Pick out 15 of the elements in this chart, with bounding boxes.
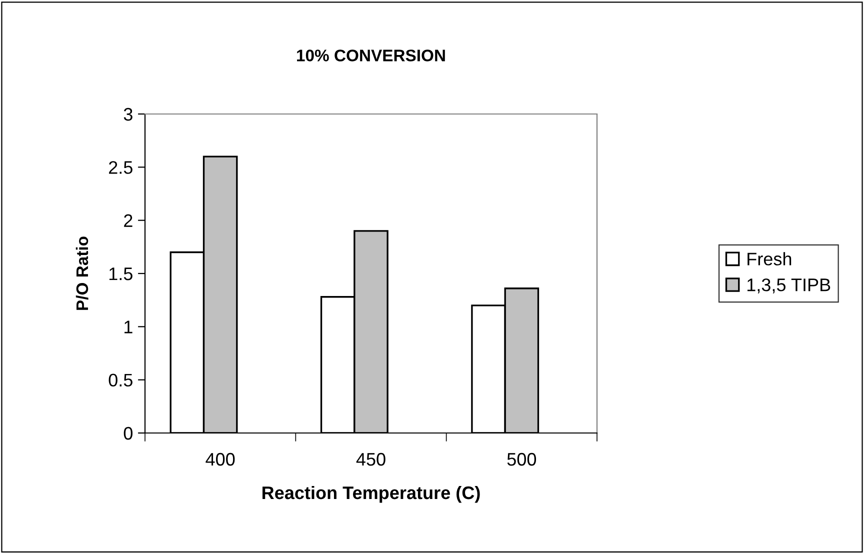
y-axis-title: P/O Ratio xyxy=(76,236,88,310)
y-tick-label: 0.5 xyxy=(108,374,132,387)
y-tick-label: 1 xyxy=(124,320,132,334)
legend-label: 1,3,5 TIPB xyxy=(747,278,830,294)
x-axis-title: Reaction Temperature (C) xyxy=(262,486,480,503)
chart-title: 10% CONVERSION xyxy=(297,50,445,62)
y-tick-label: 2.5 xyxy=(109,161,132,174)
y-tick-label: 0 xyxy=(124,426,132,440)
x-tick-label: 500 xyxy=(507,452,536,466)
legend-label: Fresh xyxy=(748,252,792,266)
x-tick-label: 400 xyxy=(206,452,235,466)
x-tick-label: 450 xyxy=(356,452,386,466)
y-tick-label: 3 xyxy=(124,108,132,121)
y-tick-label: 1.5 xyxy=(109,268,132,280)
y-tick-label: 2 xyxy=(124,214,132,227)
